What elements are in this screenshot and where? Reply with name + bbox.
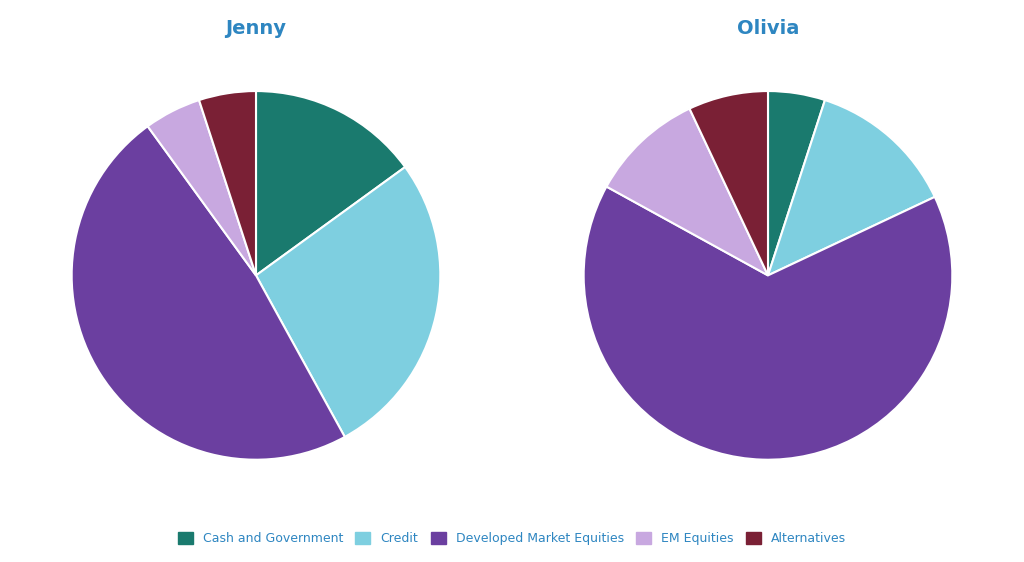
- Wedge shape: [147, 100, 256, 275]
- Title: Olivia: Olivia: [737, 19, 799, 38]
- Wedge shape: [689, 91, 768, 275]
- Wedge shape: [256, 91, 406, 275]
- Title: Jenny: Jenny: [225, 19, 287, 38]
- Wedge shape: [768, 91, 825, 275]
- Wedge shape: [606, 108, 768, 275]
- Wedge shape: [199, 91, 256, 275]
- Wedge shape: [256, 167, 440, 437]
- Wedge shape: [768, 100, 935, 275]
- Legend: Cash and Government, Credit, Developed Market Equities, EM Equities, Alternative: Cash and Government, Credit, Developed M…: [173, 527, 851, 550]
- Wedge shape: [584, 187, 952, 460]
- Wedge shape: [72, 126, 345, 460]
